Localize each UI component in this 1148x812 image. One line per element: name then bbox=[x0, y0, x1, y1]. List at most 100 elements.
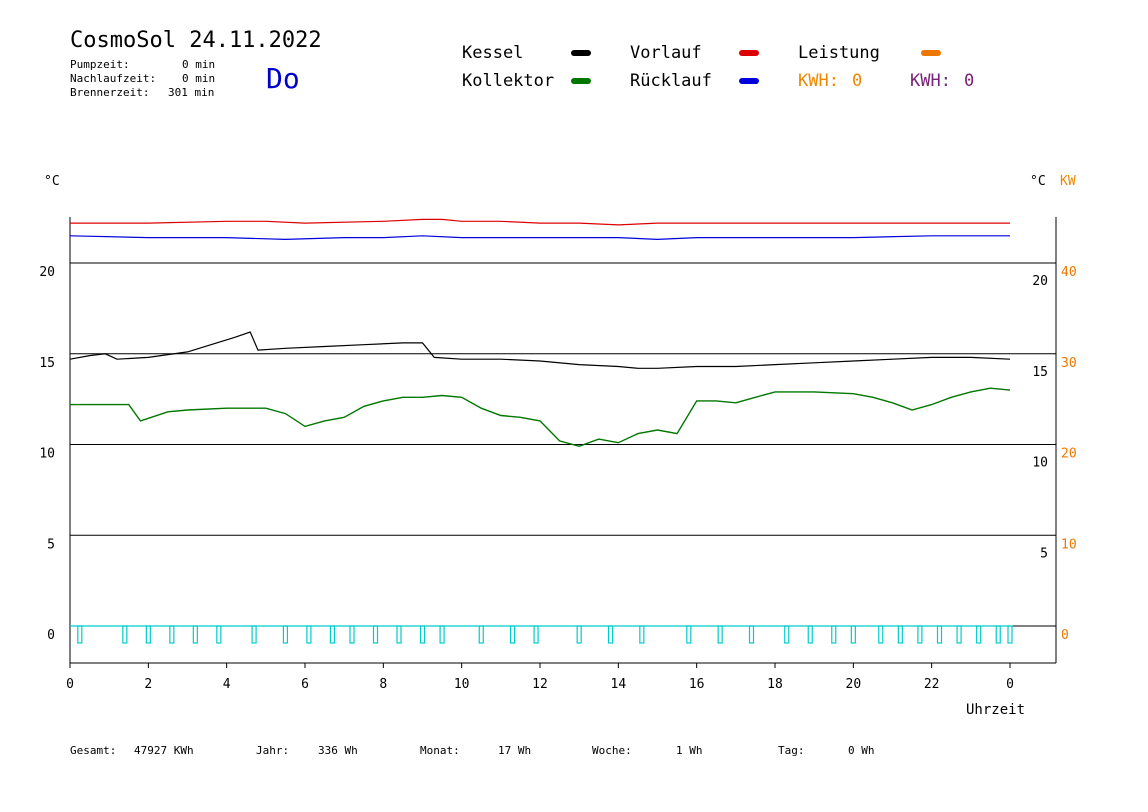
pump-pulse bbox=[419, 625, 426, 644]
pump-pulse bbox=[936, 625, 943, 644]
x-tick-label: 22 bbox=[924, 677, 940, 692]
footer-gesamt-label: Gesamt: bbox=[70, 744, 117, 757]
legend-swatch-kessel bbox=[571, 50, 591, 56]
y-left-tick-label: 5 bbox=[47, 537, 55, 552]
pump-pulse bbox=[976, 625, 982, 644]
y-right-temp-tick-label: 15 bbox=[1032, 365, 1048, 380]
y-left-tick-label: 10 bbox=[39, 447, 55, 462]
pump-pulse bbox=[831, 625, 837, 644]
pump-pulse bbox=[77, 625, 83, 644]
y-right-power-tick-label: 0 bbox=[1061, 628, 1069, 643]
footer-jahr-label: Jahr: bbox=[256, 744, 290, 757]
x-tick-label: 0 bbox=[1006, 677, 1014, 692]
footer-monat-value: 17 Wh bbox=[498, 744, 532, 757]
x-tick-label: 10 bbox=[454, 677, 470, 692]
legend-kwh1-label: KWH: bbox=[798, 71, 839, 91]
pump-pulse bbox=[349, 625, 355, 644]
x-tick-label: 6 bbox=[301, 677, 309, 692]
legend-kessel: Kessel bbox=[462, 43, 524, 63]
legend-leistung: Leistung bbox=[798, 43, 880, 63]
legend-ruecklauf: Rücklauf bbox=[630, 71, 712, 91]
series-kessel bbox=[69, 331, 1011, 369]
pump-pulse bbox=[878, 625, 884, 644]
y-right-temp-tick-label: 10 bbox=[1032, 456, 1048, 471]
x-tick-label: 12 bbox=[532, 677, 548, 692]
legend-swatch-leistung bbox=[921, 50, 941, 56]
pumpzeit-label: Pumpzeit: bbox=[70, 58, 130, 71]
pump-pulse bbox=[784, 625, 790, 644]
pump-pulse bbox=[145, 625, 151, 644]
series-ruecklauf bbox=[69, 235, 1010, 241]
footer-monat-label: Monat: bbox=[420, 744, 460, 757]
pump-pulse bbox=[439, 625, 445, 644]
x-tick-label: 16 bbox=[689, 677, 705, 692]
pump-pulse bbox=[917, 625, 923, 644]
x-tick-label: 20 bbox=[846, 677, 862, 692]
y-left-tick-label: 15 bbox=[39, 356, 55, 371]
pump-pulse bbox=[396, 625, 402, 644]
footer-jahr-value: 336 Wh bbox=[318, 744, 358, 757]
pump-pulse bbox=[956, 625, 962, 644]
brennerzeit-label: Brennerzeit: bbox=[70, 86, 150, 99]
y-left-unit: °C bbox=[44, 174, 60, 189]
y-right-temp-tick-label: 5 bbox=[1040, 546, 1048, 561]
legend-kwh2-value: 0 bbox=[964, 71, 975, 91]
pump-pulse bbox=[686, 625, 692, 644]
nachlaufzeit-label: Nachlaufzeit: bbox=[70, 72, 157, 85]
legend-vorlauf: Vorlauf bbox=[630, 43, 702, 63]
legend-kollektor: Kollektor bbox=[462, 71, 555, 91]
x-tick-label: 4 bbox=[223, 677, 231, 692]
pump-pulse bbox=[639, 625, 645, 644]
y-right-power-tick-label: 10 bbox=[1061, 537, 1077, 552]
footer-gesamt-value: 47927 KWh bbox=[134, 744, 194, 757]
pump-pulse bbox=[850, 625, 856, 644]
series-vorlauf bbox=[70, 218, 1010, 226]
pump-pulse bbox=[717, 625, 723, 644]
pump-pulse bbox=[607, 625, 614, 644]
x-tick-label: 0 bbox=[66, 677, 74, 692]
pump-pulse bbox=[807, 625, 813, 644]
footer-woche-label: Woche: bbox=[592, 744, 632, 757]
pump-pulse bbox=[216, 625, 222, 644]
x-tick-label: 2 bbox=[144, 677, 152, 692]
pump-pulse bbox=[122, 625, 128, 644]
pump-pulse bbox=[478, 625, 484, 644]
pump-pulse bbox=[372, 625, 379, 644]
y-right-temp-unit: °C bbox=[1030, 174, 1046, 189]
y-right-power-tick-label: 40 bbox=[1061, 265, 1077, 280]
y-right-power-tick-label: 20 bbox=[1061, 447, 1077, 462]
pump-pulse bbox=[169, 625, 175, 644]
pumpzeit-value: 0 min bbox=[182, 58, 216, 71]
weekday-label: Do bbox=[266, 62, 300, 95]
y-right-temp-tick-label: 20 bbox=[1032, 274, 1048, 289]
nachlaufzeit-value: 0 min bbox=[182, 72, 216, 85]
y-right-power-tick-label: 30 bbox=[1061, 356, 1077, 371]
pump-pulse bbox=[897, 625, 903, 644]
pump-pulse bbox=[192, 625, 198, 644]
pump-pulse bbox=[533, 625, 539, 644]
brennerzeit-value: 301 min bbox=[168, 86, 215, 99]
x-axis-label: Uhrzeit bbox=[966, 702, 1026, 718]
x-tick-label: 8 bbox=[379, 677, 387, 692]
footer-woche-value: 1 Wh bbox=[676, 744, 703, 757]
legend-swatch-kollektor bbox=[571, 78, 591, 84]
y-right-power-unit: KW bbox=[1060, 174, 1076, 189]
pump-pulse bbox=[748, 625, 755, 644]
pump-pulse bbox=[329, 625, 336, 644]
pump-pulse bbox=[1007, 625, 1013, 644]
legend-kwh1-value: 0 bbox=[852, 71, 863, 91]
legend-swatch-ruecklauf bbox=[739, 78, 759, 84]
legend-kwh2-label: KWH: bbox=[910, 71, 951, 91]
pump-pulse bbox=[995, 625, 1001, 644]
pump-pulse bbox=[282, 625, 289, 644]
y-left-tick-label: 0 bbox=[47, 628, 55, 643]
chart-title: CosmoSol 24.11.2022 bbox=[70, 28, 322, 53]
x-tick-label: 18 bbox=[767, 677, 783, 692]
series-kollektor bbox=[70, 387, 1011, 448]
footer-tag-label: Tag: bbox=[778, 744, 805, 757]
pump-pulse bbox=[576, 625, 582, 644]
legend-swatch-vorlauf bbox=[739, 50, 759, 56]
pump-pulse bbox=[509, 625, 516, 644]
footer-tag-value: 0 Wh bbox=[848, 744, 875, 757]
